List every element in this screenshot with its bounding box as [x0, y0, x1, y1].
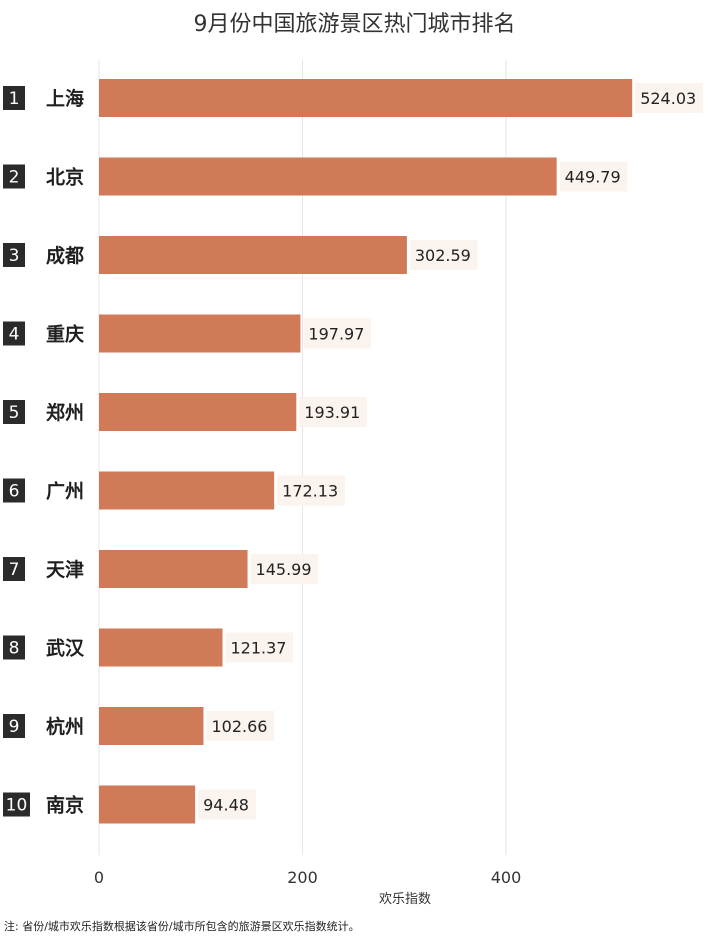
category-label: 北京 [46, 166, 84, 189]
bar [99, 236, 407, 274]
category-label: 天津 [46, 558, 84, 581]
data-label: 145.99 [256, 560, 312, 579]
rank-number: 2 [9, 168, 20, 188]
category-label: 武汉 [46, 638, 85, 660]
rank-number: 10 [6, 796, 28, 816]
data-label-bg [250, 554, 319, 584]
rank-number: 4 [9, 325, 20, 345]
bar [99, 628, 223, 667]
category-label: 广州 [46, 480, 84, 503]
bar-row: 7 天津 145.99 [3, 550, 319, 588]
data-label-bg [559, 161, 628, 192]
rank-badge [3, 557, 25, 581]
bar-row: 4 重庆 197.97 [3, 314, 372, 353]
footnote: 注: 省份/城市欢乐指数根据该省份/城市所包含的旅游景区欢乐指数统计。 [4, 920, 360, 933]
category-label: 郑州 [46, 402, 84, 424]
data-label: 94.48 [203, 796, 249, 815]
bar [99, 314, 301, 353]
data-label: 197.97 [308, 325, 364, 344]
bar [99, 785, 196, 824]
rank-badge [3, 635, 25, 660]
category-label: 南京 [46, 794, 84, 817]
rank-number: 9 [9, 717, 20, 737]
category-label: 成都 [46, 244, 84, 267]
bar-row: 3 成都 302.59 [3, 236, 478, 274]
data-label: 172.13 [282, 482, 338, 501]
bar [99, 79, 633, 117]
bar [99, 157, 557, 196]
rank-badge [3, 243, 25, 267]
data-label-bg [635, 83, 703, 113]
data-label-bg [303, 318, 372, 349]
x-axis: 0 200 400 欢乐指数 [94, 868, 521, 907]
category-label: 重庆 [46, 323, 84, 346]
rank-number: 6 [9, 482, 20, 502]
bar-row: 6 广州 172.13 [3, 471, 345, 510]
rank-badge [3, 792, 30, 817]
data-label-bg [225, 632, 294, 663]
data-label: 193.91 [304, 403, 360, 422]
data-label: 524.03 [640, 89, 696, 108]
rank-number: 1 [9, 89, 20, 109]
rank-number: 8 [9, 639, 20, 659]
category-label: 杭州 [46, 715, 84, 738]
rank-badge [3, 714, 25, 738]
data-label-bg [409, 240, 478, 270]
bar [99, 393, 297, 431]
x-tick-label: 200 [287, 868, 318, 887]
x-axis-title: 欢乐指数 [379, 892, 431, 907]
data-label: 302.59 [415, 246, 471, 265]
data-label: 102.66 [211, 717, 267, 736]
bar-row: 1 上海 524.03 [3, 79, 703, 117]
data-label-bg [277, 475, 345, 506]
bar [99, 550, 248, 588]
category-label: 上海 [46, 87, 84, 110]
data-label-bg [299, 397, 367, 427]
rank-badge [3, 400, 25, 424]
bar-row: 10 南京 94.48 [3, 785, 257, 824]
bar [99, 707, 204, 745]
rank-number: 7 [9, 560, 20, 580]
data-label-bg [206, 711, 275, 741]
x-tick-label: 400 [491, 868, 522, 887]
chart-title: 9月份中国旅游景区热门城市排名 [193, 12, 516, 37]
rank-number: 5 [9, 403, 20, 423]
rank-badge [3, 164, 25, 189]
bar [99, 471, 275, 510]
data-label: 449.79 [565, 168, 621, 187]
data-label: 121.37 [230, 639, 286, 658]
bar-row: 2 北京 449.79 [3, 157, 628, 196]
rank-badge [3, 321, 25, 346]
data-label-bg [198, 789, 257, 820]
rank-badge [3, 86, 25, 110]
bar-row: 9 杭州 102.66 [3, 707, 275, 745]
bars: 1 上海 524.03 2 北京 449.79 3 成都 302.59 4 重庆 197.97 5 郑州 1… [3, 79, 703, 824]
bar-row: 8 武汉 121.37 [3, 628, 294, 667]
x-tick-label: 0 [94, 868, 104, 887]
bar-row: 5 郑州 193.91 [3, 393, 367, 431]
rank-badge [3, 478, 25, 503]
rank-number: 3 [9, 246, 20, 266]
